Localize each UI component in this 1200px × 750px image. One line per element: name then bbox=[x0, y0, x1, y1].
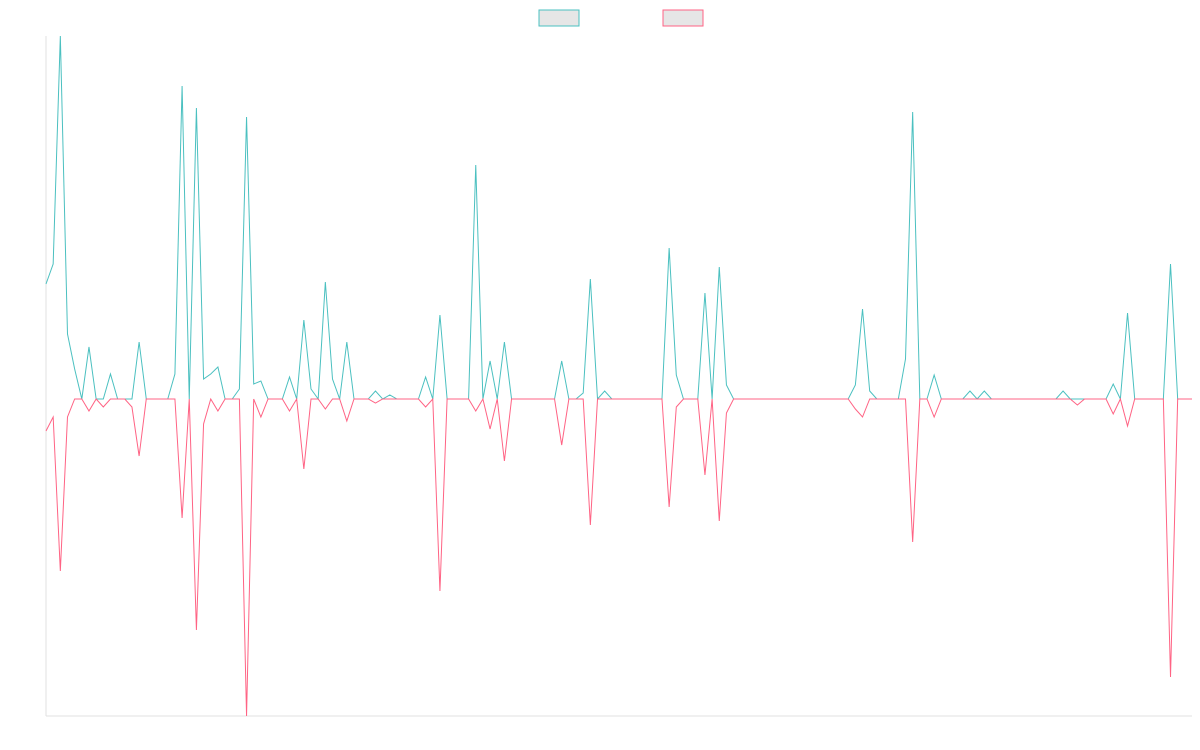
series-line bbox=[45, 397, 1192, 717]
series-line bbox=[45, 35, 1192, 401]
legend-swatch bbox=[662, 9, 704, 27]
legend-swatch bbox=[538, 9, 580, 27]
